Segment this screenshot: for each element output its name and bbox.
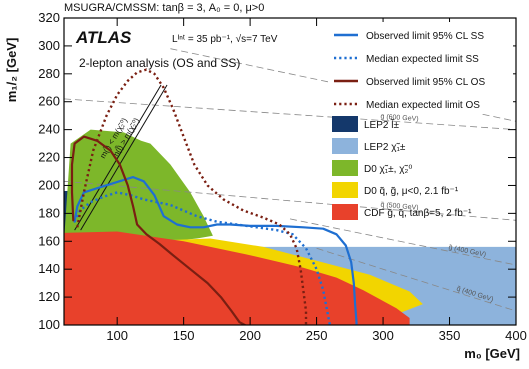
y-tick-label: 180	[38, 205, 60, 220]
x-tick-label: 150	[173, 328, 195, 343]
x-tick-label: 400	[505, 328, 527, 343]
legend-lines-background	[330, 22, 513, 114]
mass-boundary-line	[80, 84, 168, 231]
theory-curve-label: g̃ (600 GeV)	[380, 113, 419, 123]
legend-entry: Median expected limit SS	[366, 54, 479, 65]
theory-curve-g-600-gev	[64, 98, 516, 130]
legend-entry: D0 q̃, g̃, μ<0, 2.1 fb⁻¹	[364, 186, 459, 197]
y-tick-label: 120	[38, 289, 60, 304]
analysis-label: 2-lepton analysis (OS and SS)	[79, 56, 240, 70]
y-tick-label: 320	[38, 10, 60, 25]
series-observed-limit-95-cl-ss	[73, 176, 358, 325]
theory-curve-label: q̃ (500 GeV)	[380, 202, 419, 212]
y-tick-label: 200	[38, 177, 60, 192]
theory-curve-q-500-gev	[64, 180, 516, 221]
legend-swatch	[332, 116, 358, 132]
luminosity-label: Lᴵⁿᵗ = 35 pb⁻¹, √s=7 TeV	[172, 33, 278, 45]
legend: Observed limit 95% CL SS Median expected …	[330, 22, 513, 220]
legend-swatch	[332, 204, 358, 220]
x-tick-label: 200	[239, 328, 261, 343]
legend-entry: D0 χ̃₁±, χ̃₂⁰	[364, 164, 412, 175]
region-cdf-g-q-tan-5-2-fb	[64, 231, 410, 325]
legend-entry: Observed limit 95% CL SS	[366, 31, 484, 42]
legend-entry: LEP2 χ̃₁±	[364, 142, 406, 153]
x-tick-label: 100	[106, 328, 128, 343]
y-tick-label: 280	[38, 66, 60, 81]
legend-entry: CDF g̃, q̃, tanβ=5, 2 fb⁻¹	[364, 208, 472, 219]
legend-entry: Observed limit 95% CL OS	[366, 77, 485, 88]
x-tick-label: 300	[372, 328, 394, 343]
y-axis-title: m₁/₂ [GeV]	[4, 38, 19, 103]
y-tick-label: 100	[38, 317, 60, 332]
model-line: MSUGRA/CMSSM: tanβ = 3, A₀ = 0, μ>0	[64, 2, 264, 14]
x-tick-label: 350	[439, 328, 461, 343]
legend-entry: Median expected limit OS	[366, 100, 480, 111]
series-median-expected-limit-os	[76, 68, 308, 325]
plot-contents: g̃ (600 GeV)q̃ (600 GeV)q̃ (500 GeV)g̃ (…	[64, 48, 516, 325]
legend-swatch	[332, 138, 358, 154]
legend-entry: LEP2 l̃±	[364, 118, 399, 131]
region-d0	[64, 129, 213, 247]
y-tick-label: 300	[38, 38, 60, 53]
experiment-label: ATLAS	[75, 28, 132, 47]
plot-frame: 100 150 200 250 300 350 400 100 120 140 160 180 200 2…	[38, 10, 527, 343]
x-axis-title: m₀ [GeV]	[464, 346, 520, 361]
plot-border	[63, 17, 517, 326]
x-tick-label: 250	[306, 328, 328, 343]
theory-curve-g-400-gev	[289, 218, 516, 266]
annotations: ATLAS Lᴵⁿᵗ = 35 pb⁻¹, √s=7 TeV 2-lepton …	[75, 28, 278, 70]
series-observed-limit-95-cl-os	[70, 135, 246, 325]
plot-area: g̃ (600 GeV)q̃ (600 GeV)q̃ (500 GeV)g̃ (…	[64, 48, 516, 325]
mass-boundary-line	[74, 84, 162, 231]
y-tick-label: 260	[38, 94, 60, 109]
y-tick-label: 240	[38, 122, 60, 137]
legend-swatch	[332, 160, 358, 176]
y-tick-label: 220	[38, 150, 60, 165]
y-tick-label: 140	[38, 261, 60, 276]
y-tick-label: 160	[38, 233, 60, 248]
legend-swatch	[332, 182, 358, 198]
